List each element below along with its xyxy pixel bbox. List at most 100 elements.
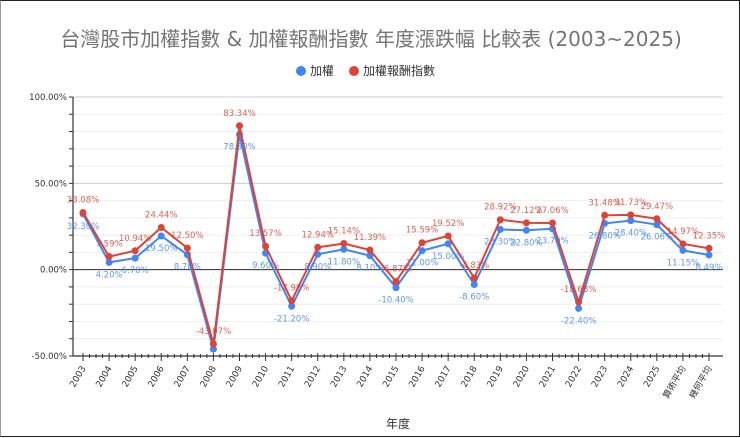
data-label: 15.59% (406, 226, 438, 236)
data-point (549, 219, 556, 227)
x-tick-label: 2024 (616, 364, 636, 389)
data-label: -10.40% (378, 296, 413, 306)
legend-label: 加權 (310, 64, 334, 78)
x-tick-label: 2004 (95, 364, 115, 389)
x-tick-label: 2010 (251, 364, 271, 389)
data-label: 28.92% (484, 203, 516, 213)
x-tick-label: 2015 (381, 365, 401, 390)
x-tick-label: 2020 (512, 364, 532, 389)
data-point (627, 217, 635, 225)
data-point (131, 247, 139, 255)
data-point (209, 340, 217, 348)
data-point (679, 240, 687, 248)
data-label: 32.30% (67, 222, 99, 232)
data-label: 10.94% (119, 234, 151, 244)
data-label: 31.73% (615, 198, 647, 208)
data-point (392, 278, 400, 286)
data-label: -4.83% (459, 261, 489, 271)
x-tick-label: 2017 (434, 365, 454, 390)
data-point (444, 240, 452, 248)
data-label: 8.90% (304, 262, 331, 272)
y-tick-label: 100.00% (29, 93, 67, 103)
x-tick-label: 2018 (460, 364, 480, 389)
legend-marker (349, 66, 359, 76)
data-label: 9.60% (252, 261, 279, 271)
y-tick-label: -50.00% (32, 352, 67, 362)
data-point (157, 223, 165, 231)
x-tick-label: 2006 (147, 364, 167, 389)
data-point (601, 211, 609, 219)
data-label: 19.52% (432, 219, 464, 229)
data-label: 27.12% (510, 206, 542, 216)
data-point (288, 297, 296, 305)
data-label: 12.35% (693, 231, 725, 241)
data-point (575, 298, 583, 306)
data-label: 78.30% (223, 142, 255, 152)
x-tick-label: 2003 (68, 365, 88, 390)
data-label: 31.48% (588, 198, 620, 208)
data-label: 15.00% (432, 252, 464, 262)
data-label: 6.70% (122, 266, 149, 276)
data-label: 23.30% (484, 237, 516, 247)
data-label: 22.80% (510, 238, 542, 248)
x-tick-label: 2013 (329, 365, 349, 390)
x-tick-label: 2019 (486, 364, 506, 389)
data-label: 23.70% (536, 237, 568, 247)
data-label: 11.39% (354, 233, 386, 243)
x-tick-label: 2007 (173, 365, 193, 390)
data-point (366, 246, 374, 254)
data-point (653, 215, 661, 223)
x-tick-label: 2011 (277, 365, 297, 390)
legend-label: 加權報酬指數 (363, 63, 435, 78)
x-tick-label: 2009 (225, 364, 245, 389)
data-point (444, 232, 452, 240)
data-point (105, 258, 113, 266)
data-point (236, 122, 243, 130)
data-label: -22.40% (561, 316, 596, 326)
data-point (183, 244, 191, 252)
data-point (209, 345, 217, 353)
data-label: -8.60% (459, 293, 489, 303)
data-label: 28.40% (615, 229, 647, 239)
data-point (392, 284, 400, 292)
data-point (157, 232, 165, 240)
data-point (705, 251, 713, 259)
data-label: 83.34% (223, 109, 255, 119)
data-label: 11.80% (328, 257, 360, 267)
data-point (522, 219, 530, 227)
legend-marker (296, 66, 306, 76)
data-point (627, 211, 635, 219)
data-label: 26.80% (588, 231, 620, 241)
x-tick-label: 2008 (199, 364, 219, 389)
y-tick-label: 50.00% (35, 179, 67, 189)
data-point (131, 254, 139, 262)
data-point (705, 244, 713, 252)
y-tick-label: 0.00% (40, 266, 67, 276)
data-label: -43.07% (196, 327, 231, 337)
data-label: -6.87% (381, 265, 411, 275)
data-label: 29.47% (641, 202, 673, 212)
data-point (418, 239, 426, 247)
data-label: 13.57% (249, 229, 281, 239)
data-point (470, 274, 478, 282)
data-point (340, 245, 348, 253)
series-line (82, 134, 710, 350)
data-point (340, 240, 348, 248)
x-tick-label: 算術平均 (660, 364, 688, 401)
data-label: 8.70% (174, 263, 201, 273)
data-point (679, 246, 687, 254)
data-label: 19.50% (145, 244, 177, 254)
x-tick-label: 2022 (564, 365, 584, 390)
data-label: -18.68% (561, 285, 596, 295)
data-label: 27.06% (536, 206, 568, 216)
data-point (288, 302, 296, 310)
data-point (653, 221, 661, 229)
data-label: 12.50% (171, 231, 203, 241)
x-axis-title: 年度 (386, 416, 410, 431)
x-tick-label: 2005 (121, 365, 141, 390)
data-point (418, 247, 426, 255)
data-label: 11.00% (406, 259, 438, 269)
data-point (366, 252, 374, 260)
x-tick-label: 2014 (355, 364, 375, 389)
